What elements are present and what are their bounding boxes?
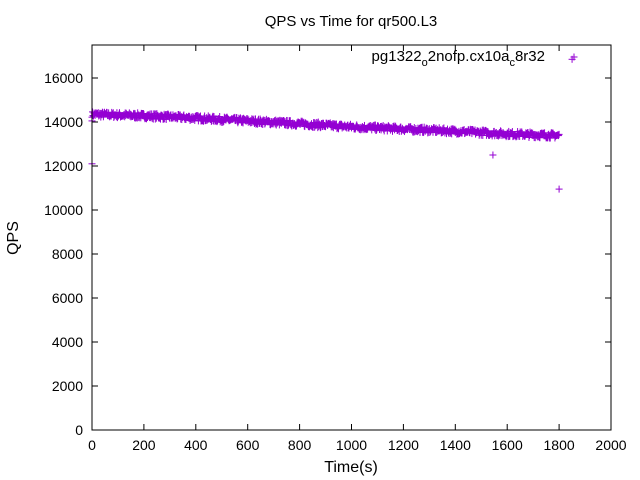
data-point: [541, 129, 549, 137]
plot-frame: [91, 44, 612, 431]
x-tick-label: 400: [184, 437, 208, 453]
legend: pg1322o2nofp.cx10ac8r32: [372, 48, 578, 69]
data-point: [216, 113, 224, 121]
y-tick-label: 0: [75, 422, 83, 438]
x-tick-label: 1200: [388, 437, 419, 453]
x-tick-label: 600: [236, 437, 260, 453]
x-axis: 0 200 400 600 800 1000 1200 1400 1600 1800 2000: [88, 45, 627, 453]
x-axis-title: Time(s): [324, 459, 378, 476]
y-tick-label: 10000: [44, 202, 83, 218]
x-tick-label: 0: [88, 437, 96, 453]
x-tick-label: 1400: [440, 437, 471, 453]
legend-label: pg1322o2nofp.cx10ac8r32: [372, 48, 545, 69]
outlier-point: [489, 151, 497, 159]
y-tick-label: 6000: [52, 290, 83, 306]
outlier-point: [555, 185, 563, 193]
y-tick-label: 12000: [44, 158, 83, 174]
y-tick-label: 8000: [52, 246, 83, 262]
y-tick-label: 14000: [44, 114, 83, 130]
data-point: [196, 113, 204, 121]
x-tick-label: 1800: [544, 437, 575, 453]
x-tick-label: 2000: [595, 437, 626, 453]
data-point: [555, 132, 563, 140]
data-point: [555, 130, 563, 138]
data-point: [335, 125, 343, 133]
x-tick-label: 1600: [492, 437, 523, 453]
data-points: [88, 55, 576, 193]
y-tick-label: 16000: [44, 70, 83, 86]
x-tick-label: 1000: [336, 437, 367, 453]
data-point: [139, 109, 147, 117]
outlier-point: [568, 55, 576, 63]
x-tick-label: 800: [288, 437, 312, 453]
y-axis: 0 2000 4000 6000 8000 10000 12000 14000 16000: [44, 70, 611, 438]
y-axis-title: QPS: [5, 221, 22, 255]
y-tick-label: 2000: [52, 378, 83, 394]
y-tick-label: 4000: [52, 334, 83, 350]
x-tick-label: 200: [132, 437, 156, 453]
data-point: [536, 134, 544, 142]
chart-title: QPS vs Time for qr500.L3: [265, 13, 438, 30]
